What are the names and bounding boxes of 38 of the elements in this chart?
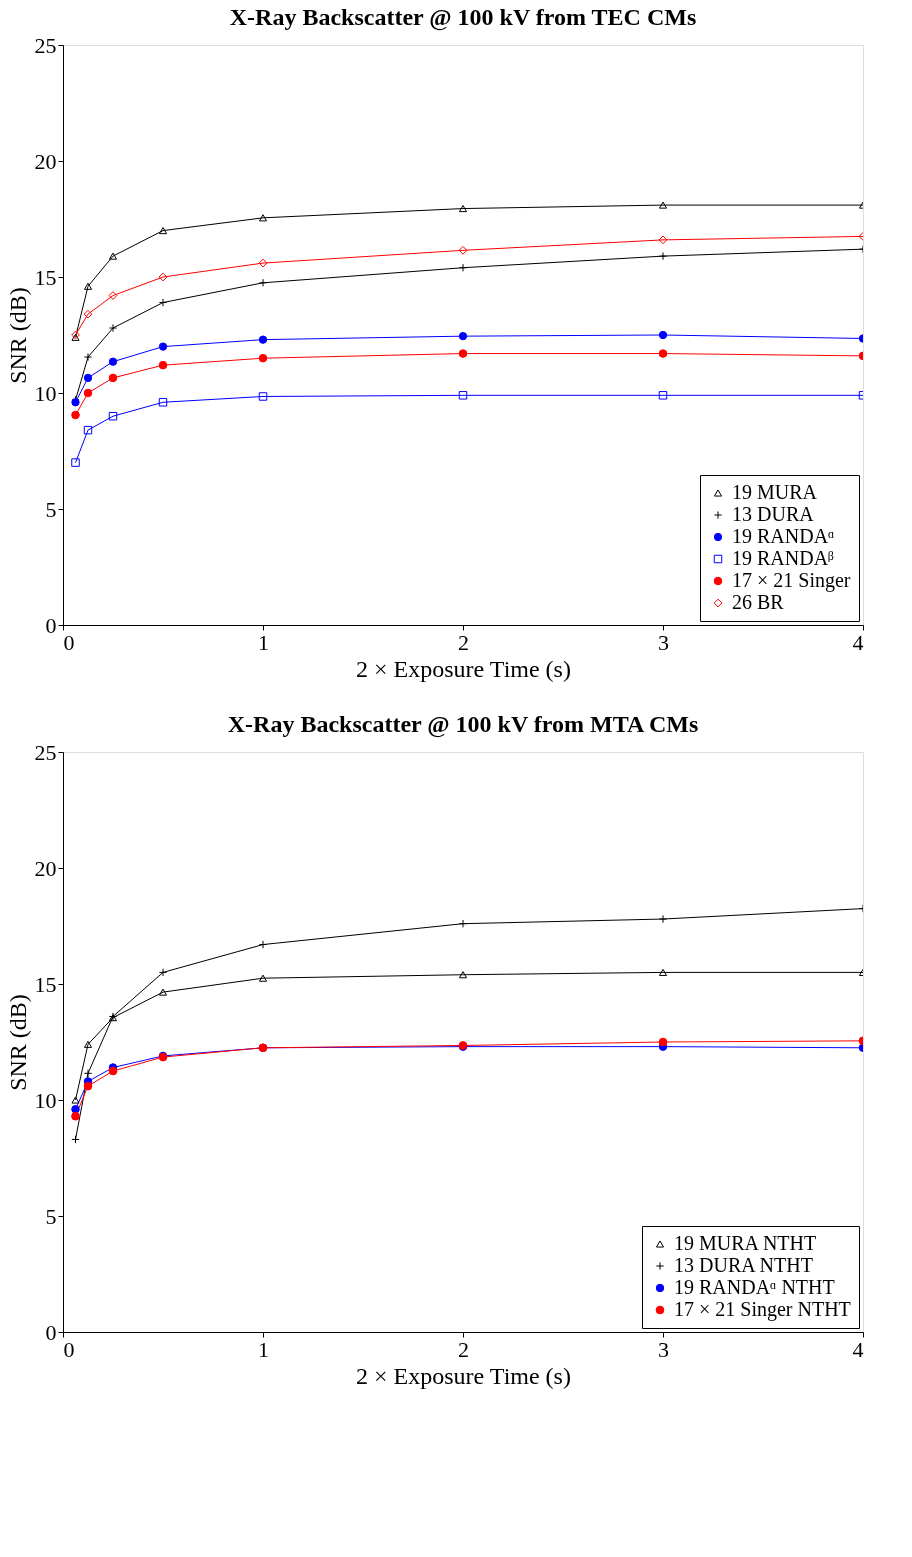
y-tick-label: 15 [34, 264, 57, 290]
x-tick-label: 3 [658, 629, 669, 655]
x-axis-title: 2 × Exposure Time (s) [356, 1362, 571, 1389]
x-tick-label: 1 [258, 1336, 269, 1362]
x-tick-label: 1 [258, 629, 269, 655]
legend-label: 19 MURA [732, 481, 818, 503]
y-tick-label: 25 [34, 32, 57, 58]
legend-label: 26 BR [732, 591, 785, 613]
x-tick-label: 4 [852, 629, 864, 655]
legend-label: 19 RANDAᵅ [732, 525, 835, 547]
x-axis-title: 2 × Exposure Time (s) [356, 655, 571, 682]
x-tick-label: 4 [852, 1336, 864, 1362]
y-tick-label: 5 [45, 496, 57, 522]
y-tick-label: 10 [34, 1087, 57, 1113]
legend-label: 13 DURA NTHT [674, 1254, 813, 1276]
x-tick-label: 0 [63, 1336, 75, 1362]
legend-label: 19 RANDAᵅ NTHT [674, 1276, 835, 1298]
legend-label: 17 × 21 Singer [732, 569, 851, 592]
chart-title: X-Ray Backscatter @ 100 kV from MTA CMs [227, 711, 699, 738]
legend-label: 19 MURA NTHT [674, 1232, 817, 1254]
y-tick-label: 10 [34, 380, 57, 406]
y-tick-label: 20 [34, 148, 57, 174]
y-axis-title: SNR (dB) [4, 287, 31, 384]
legend-label: 13 DURA [732, 503, 815, 525]
legend-label: 19 RANDAᵝ [732, 547, 835, 569]
y-tick-label: 5 [45, 1203, 57, 1229]
x-tick-label: 0 [63, 629, 75, 655]
x-tick-label: 2 [458, 1336, 469, 1362]
legend-label: 17 × 21 Singer NTHT [674, 1298, 851, 1321]
y-tick-label: 0 [45, 612, 57, 638]
y-tick-label: 15 [34, 971, 57, 997]
y-tick-label: 20 [34, 855, 57, 881]
x-tick-label: 2 [458, 629, 469, 655]
chart-title: X-Ray Backscatter @ 100 kV from TEC CMs [229, 4, 697, 31]
y-tick-label: 0 [45, 1319, 57, 1345]
y-axis-title: SNR (dB) [4, 994, 31, 1091]
y-tick-label: 25 [34, 739, 57, 765]
x-tick-label: 3 [658, 1336, 669, 1362]
